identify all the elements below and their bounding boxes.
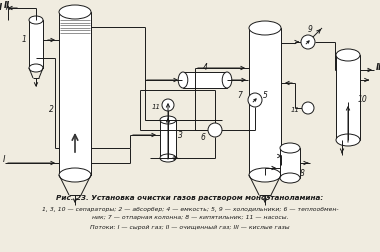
Ellipse shape [336, 49, 360, 61]
Bar [160, 120, 176, 158]
Ellipse shape [160, 116, 176, 124]
Text: 11: 11 [152, 104, 160, 110]
Bar [336, 55, 360, 140]
Ellipse shape [29, 16, 43, 24]
Text: III: III [376, 62, 380, 72]
Text: 10: 10 [358, 96, 368, 105]
Ellipse shape [59, 5, 91, 19]
Text: 4: 4 [203, 62, 207, 72]
Text: 11: 11 [290, 107, 299, 113]
Text: 2: 2 [49, 106, 54, 114]
Text: ник; 7 — отпарная колонна; 8 — кипятильник; 11 — насосы.: ник; 7 — отпарная колонна; 8 — кипятильн… [92, 215, 288, 220]
Ellipse shape [178, 72, 188, 88]
Text: 1: 1 [22, 36, 27, 45]
Text: II: II [0, 4, 3, 13]
Bar [249, 28, 281, 175]
Ellipse shape [336, 134, 360, 146]
Ellipse shape [249, 168, 281, 182]
Text: 5: 5 [263, 90, 268, 100]
Bar [183, 72, 227, 88]
Text: 1, 3, 10 — сепараторы; 2 — абсорбер; 4 — емкость; 5, 9 — холодильники; 6 — тепло: 1, 3, 10 — сепараторы; 2 — абсорбер; 4 —… [42, 206, 338, 211]
Text: II: II [4, 1, 10, 10]
Ellipse shape [160, 154, 176, 162]
Ellipse shape [248, 93, 262, 107]
Text: Рис. 23. Установка очистки газов раствором моноэтаноламина:: Рис. 23. Установка очистки газов раствор… [56, 195, 324, 201]
Ellipse shape [301, 35, 315, 49]
Ellipse shape [302, 102, 314, 114]
Text: I: I [3, 155, 5, 165]
Bar [59, 12, 91, 175]
Bar [29, 20, 43, 68]
Ellipse shape [249, 21, 281, 35]
Ellipse shape [29, 64, 43, 72]
Text: 7: 7 [238, 90, 242, 100]
Ellipse shape [59, 168, 91, 182]
Ellipse shape [222, 72, 232, 88]
Text: 3: 3 [177, 131, 182, 140]
Ellipse shape [208, 123, 222, 137]
Text: 8: 8 [299, 169, 304, 177]
Text: Потоки: I — сырой газ; II — очищенный газ; III — кислые газы: Потоки: I — сырой газ; II — очищенный га… [90, 225, 290, 230]
Text: 6: 6 [201, 134, 206, 142]
Bar [280, 148, 300, 178]
Ellipse shape [280, 173, 300, 183]
Ellipse shape [280, 143, 300, 153]
Text: 9: 9 [307, 25, 312, 35]
Ellipse shape [162, 99, 174, 111]
